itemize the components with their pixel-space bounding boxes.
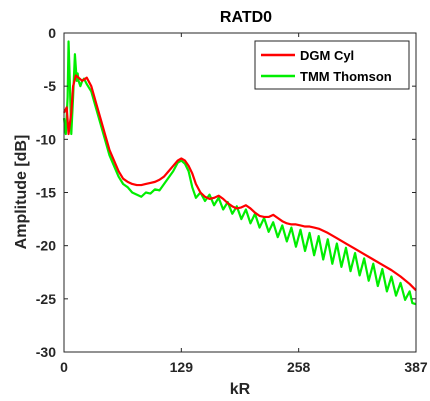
y-tick-label: -5 xyxy=(44,78,57,94)
x-tick-label: 387 xyxy=(404,359,428,375)
series-line-dgm-cyl xyxy=(63,74,417,292)
legend-box xyxy=(254,40,410,90)
legend-label-tmm-thomson: TMM Thomson xyxy=(300,69,392,84)
y-axis-label: Amplitude [dB] xyxy=(13,135,30,250)
series-line-tmm-thomson xyxy=(62,40,417,306)
legend-label-dgm-cyl: DGM Cyl xyxy=(300,48,354,63)
x-tick-label: 129 xyxy=(170,359,194,375)
chart-title: RATD0 xyxy=(220,9,272,26)
y-tick-label: -20 xyxy=(36,238,56,254)
tick-layer: 0 129 258 387 0 -5 -10 -15 -20 -25 -30 xyxy=(36,25,428,375)
y-tick-label: 0 xyxy=(48,25,56,41)
y-tick-label: -25 xyxy=(36,291,56,307)
y-tick-label: -30 xyxy=(36,344,56,360)
x-tick-label: 0 xyxy=(60,359,68,375)
x-axis-label: kR xyxy=(230,381,251,398)
y-tick-label: -10 xyxy=(36,131,56,147)
y-tick-label: -15 xyxy=(36,185,56,201)
x-tick-label: 258 xyxy=(287,359,311,375)
legend: DGM Cyl TMM Thomson xyxy=(254,40,410,90)
series-layer xyxy=(62,40,417,306)
